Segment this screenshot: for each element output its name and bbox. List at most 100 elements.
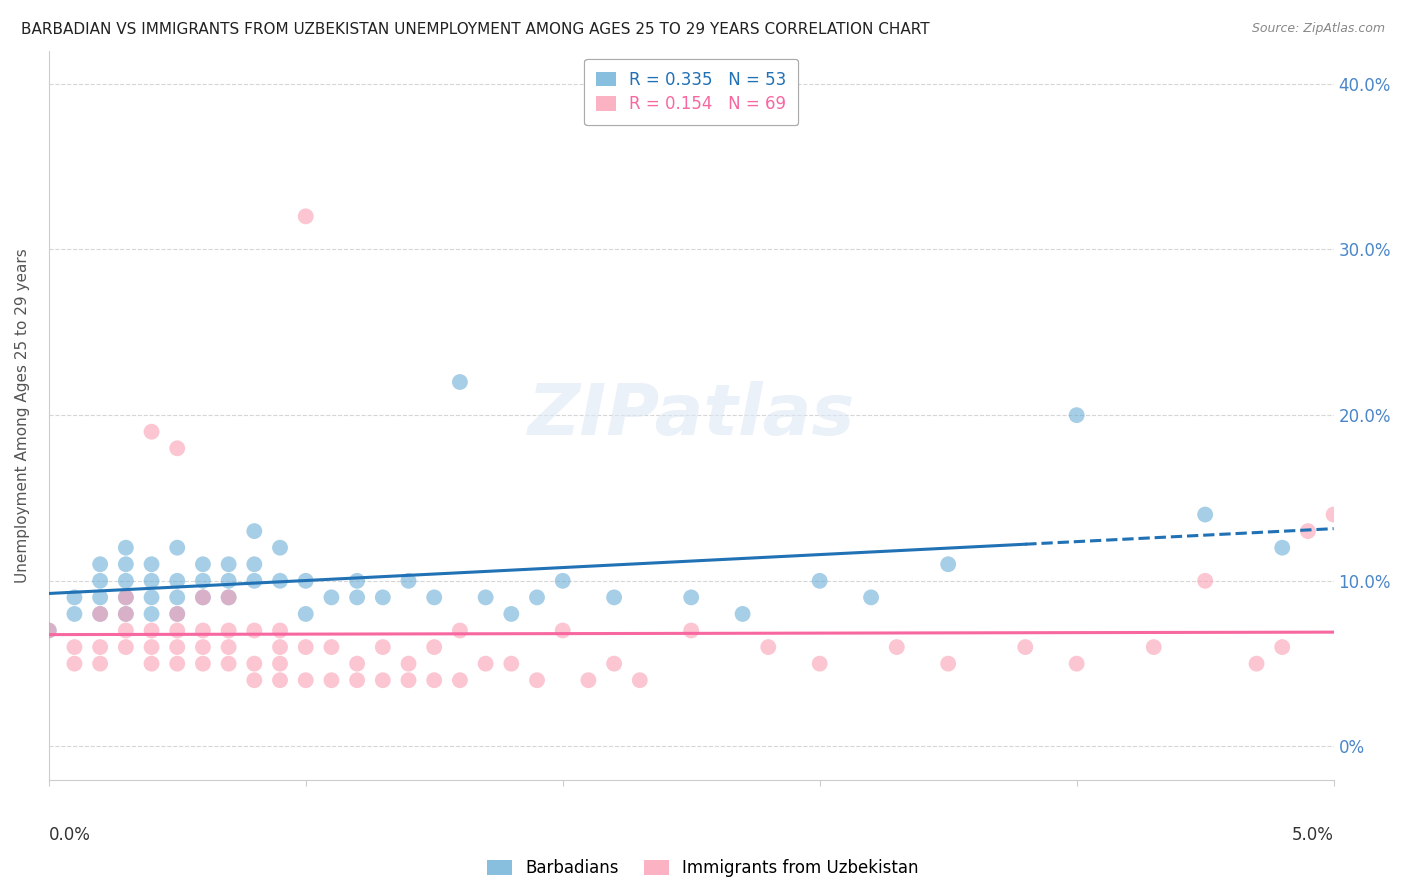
- Point: [166, 442, 188, 456]
- Point: [756, 640, 779, 654]
- Point: [449, 673, 471, 688]
- Point: [63, 640, 86, 654]
- Point: [398, 673, 420, 688]
- Point: [166, 591, 188, 605]
- Point: [218, 657, 240, 671]
- Point: [501, 607, 523, 621]
- Point: [166, 541, 188, 555]
- Point: [269, 657, 291, 671]
- Point: [243, 657, 266, 671]
- Point: [346, 574, 368, 588]
- Point: [808, 574, 831, 588]
- Point: [89, 607, 111, 621]
- Point: [243, 624, 266, 638]
- Point: [191, 624, 214, 638]
- Point: [371, 591, 394, 605]
- Point: [115, 607, 138, 621]
- Point: [398, 657, 420, 671]
- Point: [269, 673, 291, 688]
- Point: [243, 524, 266, 538]
- Point: [398, 574, 420, 588]
- Point: [141, 591, 163, 605]
- Text: Source: ZipAtlas.com: Source: ZipAtlas.com: [1251, 22, 1385, 36]
- Point: [191, 591, 214, 605]
- Point: [731, 607, 754, 621]
- Point: [115, 558, 138, 572]
- Point: [1296, 524, 1319, 538]
- Point: [218, 591, 240, 605]
- Point: [63, 607, 86, 621]
- Point: [115, 640, 138, 654]
- Point: [89, 607, 111, 621]
- Point: [294, 574, 316, 588]
- Point: [191, 657, 214, 671]
- Point: [141, 558, 163, 572]
- Point: [681, 624, 703, 638]
- Point: [1246, 657, 1268, 671]
- Point: [218, 640, 240, 654]
- Point: [1066, 657, 1088, 671]
- Point: [346, 673, 368, 688]
- Point: [218, 591, 240, 605]
- Point: [936, 657, 959, 671]
- Point: [1323, 508, 1346, 522]
- Point: [1143, 640, 1166, 654]
- Point: [1014, 640, 1036, 654]
- Point: [1271, 640, 1294, 654]
- Point: [501, 657, 523, 671]
- Text: 5.0%: 5.0%: [1292, 826, 1334, 844]
- Point: [115, 574, 138, 588]
- Point: [218, 574, 240, 588]
- Point: [1066, 408, 1088, 422]
- Point: [294, 210, 316, 224]
- Point: [115, 591, 138, 605]
- Point: [141, 624, 163, 638]
- Point: [141, 657, 163, 671]
- Point: [294, 673, 316, 688]
- Point: [166, 624, 188, 638]
- Point: [166, 657, 188, 671]
- Point: [1271, 541, 1294, 555]
- Point: [269, 541, 291, 555]
- Point: [115, 607, 138, 621]
- Point: [321, 591, 343, 605]
- Point: [166, 574, 188, 588]
- Point: [474, 657, 496, 671]
- Point: [551, 574, 574, 588]
- Point: [371, 640, 394, 654]
- Point: [860, 591, 883, 605]
- Point: [115, 624, 138, 638]
- Text: BARBADIAN VS IMMIGRANTS FROM UZBEKISTAN UNEMPLOYMENT AMONG AGES 25 TO 29 YEARS C: BARBADIAN VS IMMIGRANTS FROM UZBEKISTAN …: [21, 22, 929, 37]
- Point: [141, 607, 163, 621]
- Point: [243, 574, 266, 588]
- Point: [166, 607, 188, 621]
- Point: [269, 574, 291, 588]
- Point: [294, 607, 316, 621]
- Point: [886, 640, 908, 654]
- Point: [526, 591, 548, 605]
- Legend: R = 0.335   N = 53, R = 0.154   N = 69: R = 0.335 N = 53, R = 0.154 N = 69: [585, 59, 799, 125]
- Point: [243, 673, 266, 688]
- Point: [346, 657, 368, 671]
- Legend: Barbadians, Immigrants from Uzbekistan: Barbadians, Immigrants from Uzbekistan: [481, 853, 925, 884]
- Point: [269, 640, 291, 654]
- Point: [808, 657, 831, 671]
- Point: [89, 657, 111, 671]
- Point: [63, 657, 86, 671]
- Point: [218, 558, 240, 572]
- Point: [423, 640, 446, 654]
- Point: [89, 640, 111, 654]
- Point: [474, 591, 496, 605]
- Point: [321, 640, 343, 654]
- Y-axis label: Unemployment Among Ages 25 to 29 years: Unemployment Among Ages 25 to 29 years: [15, 248, 30, 582]
- Text: ZIPatlas: ZIPatlas: [527, 381, 855, 450]
- Point: [191, 640, 214, 654]
- Point: [423, 673, 446, 688]
- Point: [294, 640, 316, 654]
- Point: [321, 673, 343, 688]
- Point: [141, 640, 163, 654]
- Point: [1194, 508, 1216, 522]
- Point: [191, 558, 214, 572]
- Point: [38, 624, 60, 638]
- Point: [38, 624, 60, 638]
